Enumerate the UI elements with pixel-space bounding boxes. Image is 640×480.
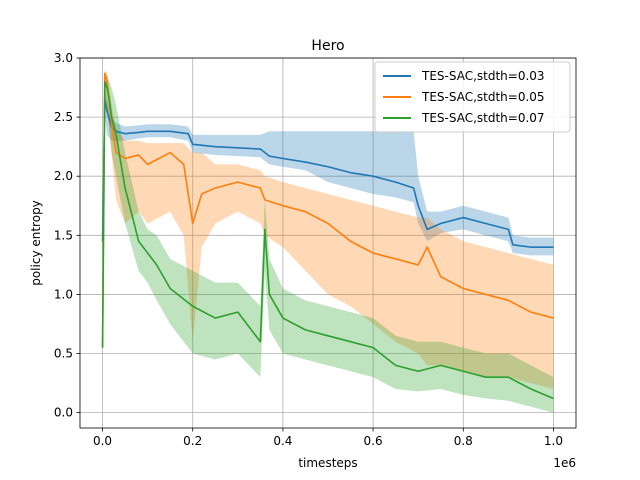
- y-tick-label: 2.0: [54, 169, 73, 183]
- series-1-band: [102, 87, 554, 256]
- legend: TES-SAC,stdth=0.03 TES-SAC,stdth=0.05 TE…: [374, 61, 571, 133]
- y-tick-label: 0.0: [54, 406, 73, 420]
- x-axis-ticks: 0.0 0.2 0.4 0.6 0.8 1.0: [93, 428, 563, 448]
- series-3-line: [101, 80, 554, 400]
- y-axis-label: policy entropy: [29, 200, 43, 286]
- plot-frame: [79, 57, 577, 429]
- y-tick-label: 0.5: [54, 347, 73, 361]
- legend-label-1: TES-SAC,stdth=0.03: [421, 69, 545, 83]
- series-lines: [101, 72, 554, 400]
- x-axis-label: timesteps: [298, 456, 357, 470]
- x-tick-label: 0.0: [93, 434, 112, 448]
- x-tick-label: 1.0: [544, 434, 563, 448]
- series-2-line: [101, 72, 554, 348]
- series-3-band: [102, 72, 554, 413]
- legend-label-3: TES-SAC,stdth=0.07: [421, 111, 545, 125]
- x-axis-offset-label: 1e6: [553, 456, 576, 470]
- x-tick-label: 0.6: [364, 434, 383, 448]
- x-tick-label: 0.2: [183, 434, 202, 448]
- confidence-bands: [102, 69, 554, 413]
- series-2-band: [102, 69, 554, 389]
- x-tick-label: 0.4: [273, 434, 292, 448]
- y-axis-ticks: 0.0 0.5 1.0 1.5 2.0 2.5 3.0: [54, 51, 80, 420]
- legend-frame: [374, 61, 571, 133]
- chart-title: Hero: [311, 38, 344, 54]
- series-1-line: [101, 98, 554, 248]
- legend-label-2: TES-SAC,stdth=0.05: [421, 90, 545, 104]
- y-tick-label: 2.5: [54, 110, 73, 124]
- x-tick-label: 0.8: [454, 434, 473, 448]
- y-tick-label: 3.0: [54, 51, 73, 65]
- y-tick-label: 1.0: [54, 287, 73, 301]
- y-tick-label: 1.5: [54, 228, 73, 242]
